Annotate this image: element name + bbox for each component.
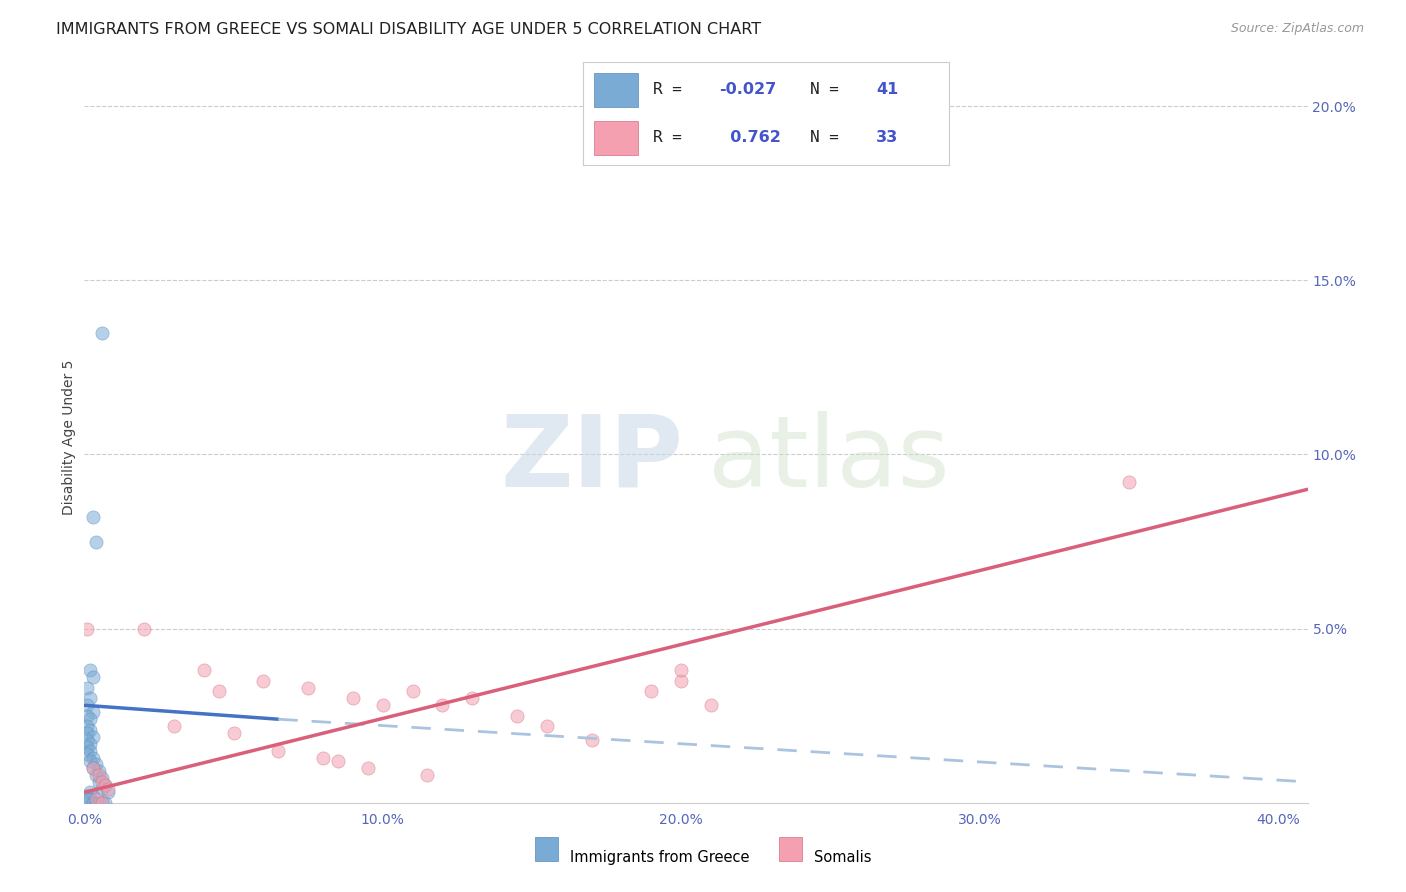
Text: ZIP: ZIP [501,410,683,508]
Point [82,761,104,775]
Point [536,719,558,733]
Point [89,768,111,782]
Point [207,684,229,698]
Point [700,698,723,713]
Point [432,698,454,713]
Point [82,750,104,764]
Point [581,733,603,747]
Point [79,723,101,737]
Point [76,622,98,636]
Point [91,796,114,810]
Point [84,757,107,772]
Point [76,719,98,733]
Point [79,792,101,806]
Point [76,789,98,803]
Point [163,719,186,733]
Point [91,775,114,789]
Point [193,664,215,678]
Point [79,754,101,768]
Point [132,622,155,636]
Point [82,510,104,524]
Point [640,684,662,698]
Point [252,673,274,688]
Point [401,684,423,698]
Point [89,775,111,789]
Text: -0.027: -0.027 [718,82,776,97]
Text: atlas: atlas [709,410,950,508]
Point [79,785,101,799]
Point [82,730,104,744]
Point [371,698,394,713]
Point [461,691,484,706]
Point [1118,475,1140,490]
Point [79,712,101,726]
Point [82,761,104,775]
Point [94,778,117,792]
Point [91,326,114,340]
Bar [595,73,638,106]
Point [89,764,111,779]
Y-axis label: Disability Age Under 5: Disability Age Under 5 [62,359,76,515]
Point [84,534,107,549]
Point [76,698,98,713]
Text: 0.762: 0.762 [718,130,780,145]
Point [76,740,98,755]
Point [222,726,245,740]
Point [342,691,364,706]
Point [76,733,98,747]
Point [79,664,101,678]
Point [97,785,120,799]
Point [89,796,111,810]
Text: R =: R = [652,130,692,145]
Point [312,750,335,764]
Point [267,743,290,757]
Point [506,708,529,723]
Point [91,796,114,810]
Point [79,691,101,706]
Text: R =: R = [652,82,692,97]
Point [79,743,101,757]
Point [357,761,380,775]
Point [76,708,98,723]
Point [84,796,107,810]
Text: N =: N = [810,130,849,145]
Point [326,754,349,768]
Legend: Immigrants from Greece, Somalis: Immigrants from Greece, Somalis [529,843,877,871]
Point [669,664,692,678]
Point [91,781,114,796]
Point [76,681,98,695]
Point [79,737,101,751]
Point [94,778,117,792]
Point [76,792,98,806]
Point [84,768,107,782]
Text: 33: 33 [876,130,898,145]
Text: 41: 41 [876,82,898,97]
Text: IMMIGRANTS FROM GREECE VS SOMALI DISABILITY AGE UNDER 5 CORRELATION CHART: IMMIGRANTS FROM GREECE VS SOMALI DISABIL… [56,22,762,37]
Point [91,772,114,786]
Point [76,726,98,740]
Text: Source: ZipAtlas.com: Source: ZipAtlas.com [1230,22,1364,36]
Point [97,781,120,796]
Point [82,705,104,719]
Point [416,768,439,782]
Point [76,747,98,761]
Point [297,681,319,695]
Point [82,670,104,684]
Bar [595,121,638,155]
Point [94,796,117,810]
Point [82,789,104,803]
Point [669,673,692,688]
Text: N =: N = [810,82,849,97]
Point [82,796,104,810]
Point [84,792,107,806]
